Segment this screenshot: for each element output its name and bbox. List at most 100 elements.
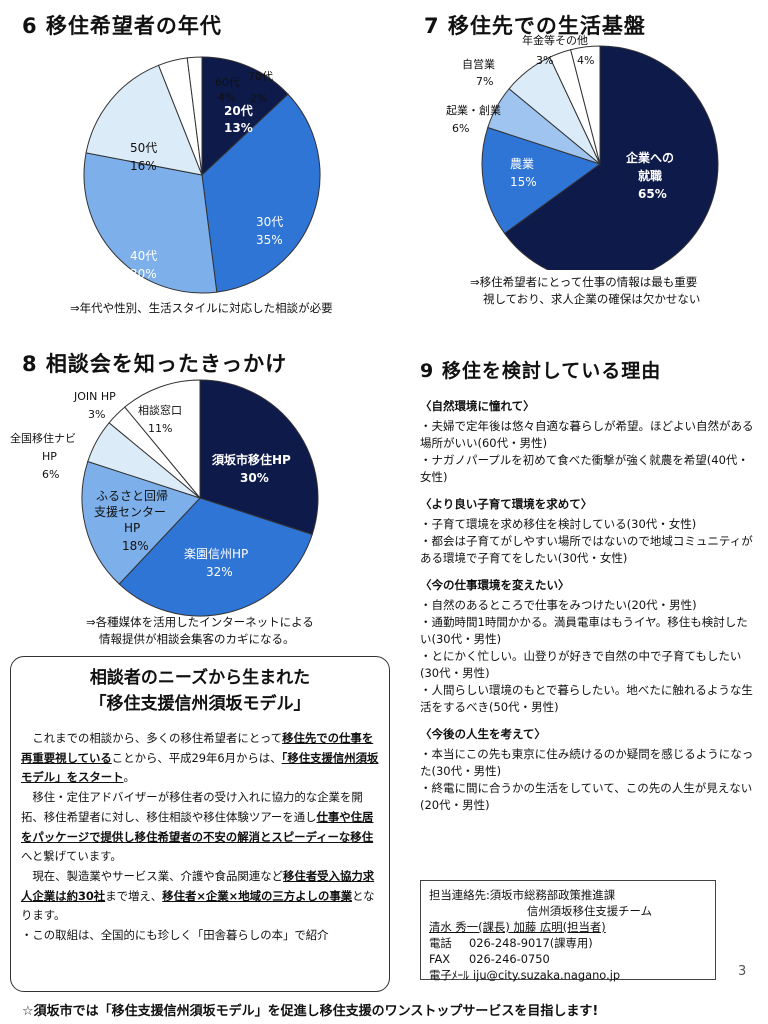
slice-value-20s: 13% <box>224 121 253 135</box>
text: 移住・定住アドバイザーが移住者の受け入れに協力的な企業を開拓、移住希望者に対し、… <box>21 790 363 824</box>
model-box-title-2: 「移住支援信州須坂モデル」 <box>89 694 311 714</box>
slice-value-counter: 11% <box>148 422 172 435</box>
reason-item: ・人間らしい環境のもとで暮らしたい。地べたに触れるような生活をするべき(50代・… <box>420 683 753 714</box>
slice-label-20s: 20代 <box>224 103 253 118</box>
slice-value-50s: 16% <box>130 159 157 173</box>
contact-tel-row: 電話 026-248-9017(課専用) <box>429 935 707 951</box>
text: ことから、平成29年6月からは、 <box>111 750 282 765</box>
fax-value: 026-246-0750 <box>469 952 550 966</box>
reasons-list: 〈自然環境に憧れて〉・夫婦で定年後は悠々自適な暮らしが希望。ほどよい自然がある場… <box>420 398 755 824</box>
contact-mail-row: 電子ﾒｰﾙ iju@city.suzaka.nagano.jp <box>429 967 707 983</box>
contact-team: 信州須坂移住支援チーム <box>527 904 652 918</box>
reason-item: ・都会は子育てがしやすい場所ではないので地域コミュニティがある環境で子育てをした… <box>420 534 753 565</box>
section-7-note-line1: ⇒移住希望者にとって仕事の情報は最も重要 <box>470 275 698 289</box>
reason-group-heading: 〈今の仕事環境を変えたい〉 <box>420 578 570 592</box>
mail-value[interactable]: iju@city.suzaka.nagano.jp <box>473 968 621 982</box>
section-8-note: ⇒各種媒体を活用したインターネットによる 情報提供が相談会集客のカギになる。 <box>86 614 314 648</box>
slice-value-other: 4% <box>577 54 594 67</box>
reason-item: ・通勤時間1時間かかる。満員電車はもうイヤ。移住も検討したい(30代・男性) <box>420 615 748 646</box>
slice-value-agriculture: 15% <box>510 175 537 189</box>
reason-group: 〈今後の人生を考えて〉・本当にこの先も東京に住み続けるのか疑問を感じるようになっ… <box>420 726 755 814</box>
tel-label: 電話 <box>429 936 452 950</box>
reason-item: ・夫婦で定年後は悠々自適な暮らしが希望。ほどよい自然がある場所がいい(60代・男… <box>420 419 754 450</box>
slice-label-furusato-1: ふるさと回帰 <box>96 489 168 503</box>
slice-value-60s: 4% <box>218 91 235 104</box>
slice-value-startup: 6% <box>452 122 469 135</box>
slice-value-join: 3% <box>88 408 105 421</box>
slice-label-counter: 相談窓口 <box>138 403 182 417</box>
model-box-title-1: 相談者のニーズから生まれた <box>89 668 311 688</box>
reason-item: ・本当にこの先も東京に住み続けるのか疑問を感じるようになった(30代・男性) <box>420 747 754 778</box>
pie-slice-1 <box>481 126 602 235</box>
emphasis: 仕事や住居をパッケージで提供し移住希望者の不安の解消とスピーディーな移住 <box>21 809 374 844</box>
pie-slice-2 <box>81 460 201 585</box>
section-6-note: ⇒年代や性別、生活スタイルに対応した相談が必要 <box>70 301 333 315</box>
slice-value-rakuen: 32% <box>206 565 233 579</box>
reason-item: ・とにかく忙しい。山登りが好きで自然の中で子育てもしたい(30代・男性) <box>420 649 742 680</box>
model-box-body: これまでの相談から、多くの移住希望者にとって移住先での仕事を再重要視していること… <box>11 717 389 946</box>
model-box-paragraph-2: 移住・定住アドバイザーが移住者の受け入れに協力的な企業を開拓、移住希望者に対し、… <box>21 788 379 867</box>
footer-slogan: ☆須坂市では「移住支援信州須坂モデル」を促進し移住支援のワンストップサービスを目… <box>22 1004 599 1019</box>
slice-label-40s: 40代 <box>130 249 157 263</box>
section-8-title: 8 相談会を知ったきっかけ <box>22 352 288 376</box>
slice-label-agriculture: 農業 <box>510 157 534 171</box>
reason-group-heading: 〈自然環境に憧れて〉 <box>420 399 535 413</box>
slice-label-pension: 年金等その他 <box>522 33 588 47</box>
mail-label: 電子ﾒｰﾙ <box>429 968 469 982</box>
section-8-note-line1: ⇒各種媒体を活用したインターネットによる <box>86 615 314 629</box>
model-box-paragraph-4: ・この取組は、全国的にも珍しく「田舎暮らしの本」で紹介 <box>21 928 329 943</box>
pie-slice-5 <box>186 56 203 176</box>
pie-slice-0 <box>503 45 719 270</box>
slice-value-30s: 35% <box>256 233 283 247</box>
pie-slice-1 <box>201 93 321 293</box>
text: これまでの相談から、多くの移住希望者にとって <box>32 731 283 745</box>
pie-slice-0 <box>201 56 289 177</box>
slice-label-employment-1: 企業への <box>625 150 674 165</box>
slice-label-60s: 60代 <box>215 76 240 89</box>
reason-item: ・ナガノパープルを初めて食べた衝撃が強く就農を希望(40代・女性) <box>420 453 749 484</box>
pie-slice-0 <box>199 379 319 536</box>
slice-label-self-employed: 自営業 <box>462 57 495 71</box>
section-8-note-line2: 情報提供が相談会集客のカギになる。 <box>99 632 295 646</box>
pie-slice-2 <box>83 152 218 294</box>
pie-slice-1 <box>118 497 313 617</box>
reason-group-heading: 〈今後の人生を考えて〉 <box>420 727 546 741</box>
slice-value-70s: 2% <box>250 92 267 105</box>
model-box-paragraph-3: 現在、製造業やサービス業、介護や食品関連など移住者受入協力求人企業は約30社まで… <box>21 867 379 926</box>
section-9-title: 9 移住を検討している理由 <box>420 360 662 382</box>
slice-label-70s: 70代 <box>248 70 273 83</box>
slice-label-startup: 起業・創業 <box>446 103 501 117</box>
reason-item: ・子育て環境を求め移住を検討している(30代・女性) <box>420 517 697 531</box>
pie-slice-5 <box>124 379 201 500</box>
slice-value-pension: 3% <box>536 54 553 67</box>
emphasis: 移住者受入協力求人企業は約30社 <box>21 868 375 903</box>
reason-group: 〈自然環境に憧れて〉・夫婦で定年後は悠々自適な暮らしが希望。ほどよい自然がある場… <box>420 398 755 486</box>
page-number: 3 <box>738 964 747 979</box>
slice-label-navi-1: 全国移住ナビ <box>10 431 76 445</box>
section-7-note-line2: 視しており、求人企業の確保は欠かせない <box>483 292 701 306</box>
model-box: 相談者のニーズから生まれた 「移住支援信州須坂モデル」 これまでの相談から、多く… <box>10 656 390 992</box>
source-pie-chart: JOIN HP 3% 相談窓口 11% 全国移住ナビ HP 6% 須坂市移住HP… <box>10 379 319 617</box>
slice-label-furusato-2: 支援センター <box>94 505 166 519</box>
livelihood-pie-chart: 年金等その他 3% 4% 自営業 7% 起業・創業 6% 農業 15% 企業への… <box>446 33 719 270</box>
emphasis: 移住者×企業×地域の三方よしの事業 <box>162 888 353 903</box>
text: となります。 <box>21 888 375 923</box>
contact-persons: 清水 秀一(課長) 加藤 広明(担当者) <box>429 920 606 934</box>
slice-value-40s: 30% <box>130 267 157 281</box>
slice-value-self-employed: 7% <box>476 75 493 88</box>
slice-label-rakuen: 楽園信州HP <box>184 547 248 561</box>
slice-label-navi-2: HP <box>42 450 57 463</box>
emphasis: 移住先での仕事を再重要視している <box>21 731 374 765</box>
reason-group: 〈今の仕事環境を変えたい〉・自然のあるところで仕事をみつけたい(20代・男性) ・… <box>420 577 755 716</box>
model-box-paragraph-1: これまでの相談から、多くの移住希望者にとって移住先での仕事を再重要視していること… <box>21 729 379 788</box>
section-7-note: ⇒移住希望者にとって仕事の情報は最も重要 視しており、求人企業の確保は欠かせない <box>470 274 700 308</box>
reason-item: ・自然のあるところで仕事をみつけたい(20代・男性) <box>420 598 697 612</box>
section-6-title: 6 移住希望者の年代 <box>22 14 222 38</box>
text: まで増え、 <box>105 888 163 903</box>
reason-item: ・終電に間に合うかの生活をしていて、この先の人生が見えない(20代・男性) <box>420 781 753 812</box>
slice-value-furusato: 18% <box>122 539 149 553</box>
contact-department: 担当連絡先:須坂市総務部政策推進課 <box>429 888 616 902</box>
pie-slice-3 <box>85 64 203 176</box>
slice-label-30s: 30代 <box>256 215 283 229</box>
fax-label: FAX <box>429 952 451 966</box>
